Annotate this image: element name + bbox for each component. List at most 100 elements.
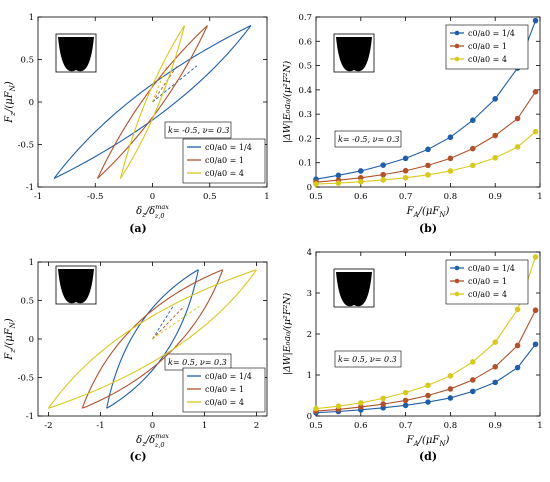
data-point [470,388,476,395]
data-point [514,144,521,150]
x-tick-label: 1 [537,192,542,202]
y-tick-label: 1 [29,13,34,23]
x-tick-label: 2 [254,421,259,431]
data-point [470,145,476,152]
annotation-text: k= -0.5, ν= 0.3 [338,135,399,144]
label-part: max [155,432,169,440]
annotation-box [334,130,402,148]
legend-label: c0/a0 = 4 [468,55,507,64]
y-tick-label: 0 [307,412,312,422]
data-point [514,306,521,313]
y-tick-label: -0.5 [18,374,34,384]
label-part: z [9,349,17,354]
legend-marker [454,278,460,284]
x-tick-label: 0.6 [354,192,368,202]
data-point [358,168,364,174]
data-point [532,254,539,260]
data-point [532,341,539,348]
label-part: F [4,115,15,124]
y-tick-label: 4 [307,248,312,258]
data-point [447,168,454,174]
y-tick-label: -1 [26,412,34,422]
data-point [425,172,431,178]
data-point [532,128,539,135]
label-part: /(μF [4,90,15,113]
y-axis-label: Fz/(μFN) [4,81,17,124]
legend-marker [454,291,460,297]
loop-unloading [53,25,252,179]
x-tick-label: 0.7 [399,421,413,431]
indenter-shape [336,272,372,307]
x-tick-label: 0.8 [444,192,458,202]
indenter-shape [58,37,94,72]
loop-loading [119,25,186,179]
data-point [425,399,431,405]
panel-d: 0.5 0.6 0.7 0.8 0.9 1 0 1 2 3 4 FA/(μFN) |ΔW|E₀a₀/(μ… [282,248,543,448]
legend-label: c0/a0 = 1/4 [205,372,252,381]
data-point [470,162,476,169]
annotation-text: k= 0.5, ν= 0.3 [338,355,397,364]
data-point [447,155,454,162]
legend-label: c0/a0 = 1/4 [468,29,515,38]
label-part: F [406,435,415,446]
annotation-text: k= -0.5, ν= 0.3 [168,126,229,135]
label-part: z [9,112,17,117]
label-part: /(μF [4,327,15,350]
legend-label: c0/a0 = 4 [205,398,244,407]
data-point [335,172,342,179]
data-point [425,382,431,389]
x-tick-label: 0.5 [309,192,323,202]
x-tick-label: 0 [150,421,155,431]
data-point [447,134,454,141]
y-tick-label: 0.6 [298,37,312,47]
label-part: A [413,211,419,219]
data-point [492,155,499,161]
x-tick-label: -1 [96,421,104,431]
label-part: ) [4,81,15,86]
data-point [380,395,387,402]
y-tick-label: 2 [307,330,312,340]
data-point [335,403,342,409]
data-point [380,177,387,183]
data-point [492,339,499,346]
data-point [447,386,454,392]
legend-label: c0/a0 = 1/4 [205,143,252,152]
legend-marker [454,43,460,49]
data-point [425,162,431,169]
legend-marker [454,56,460,62]
virgin-curve [152,65,178,103]
x-tick-label: 0 [150,192,155,202]
data-point [313,181,319,187]
y-tick-label: 0.5 [298,62,312,72]
legend-label: c0/a0 = 1 [205,156,244,165]
y-tick-label: 0 [29,335,34,345]
y-tick-label: 1 [29,258,34,268]
data-point [514,364,521,371]
x-tick-label: -1 [34,192,42,202]
data-point [402,397,409,404]
data-point [447,395,454,401]
x-tick-label: 1 [202,421,207,431]
y-tick-label: 0.3 [298,110,312,120]
x-tick-label: 1 [537,421,542,431]
y-tick-label: 0 [307,183,312,193]
data-point [532,17,539,24]
y-tick-label: 3 [307,289,312,299]
label-part: z,0 [154,212,165,220]
x-tick-label: 0.5 [203,192,217,202]
data-point [335,180,342,186]
x-axis-label: δz/δmax z,0 [136,432,169,449]
label-part: A [413,440,419,448]
panel-label-d: (d) [419,450,437,463]
y-tick-label: 1 [307,371,312,381]
virgin-curve [152,305,185,340]
label-part: ) [4,318,15,323]
label-part: /δ [145,435,155,446]
data-point [425,146,431,153]
loop-loading [53,25,252,179]
label-part: ) [444,435,449,446]
legend-label: c0/a0 = 1 [468,42,507,51]
legend [182,138,266,184]
